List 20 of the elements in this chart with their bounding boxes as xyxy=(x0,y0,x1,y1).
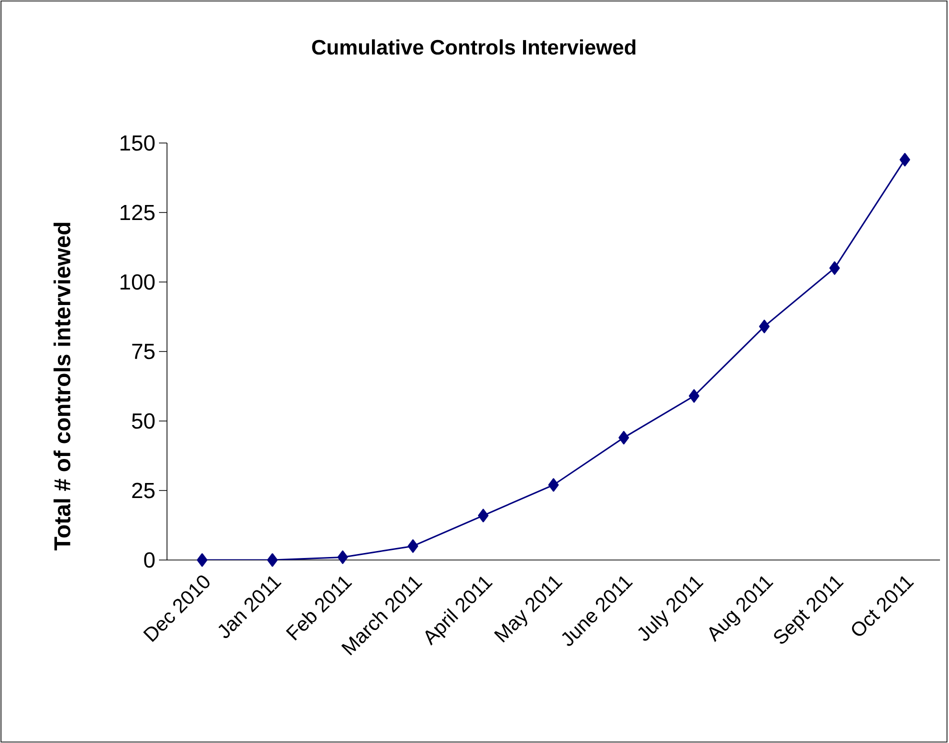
point xyxy=(688,389,700,403)
y-axis-title: Total # of controls interviewed xyxy=(54,222,70,550)
point xyxy=(759,320,770,334)
y-tick-label: 25 xyxy=(132,482,155,498)
point xyxy=(829,261,840,275)
y-tick-label: 150 xyxy=(120,135,155,151)
y-tick-label: 0 xyxy=(144,552,155,568)
point xyxy=(408,539,418,553)
y-tick-label: 100 xyxy=(120,274,155,290)
point xyxy=(478,508,488,522)
point xyxy=(618,430,630,444)
point xyxy=(548,478,559,492)
y-tick-label: 75 xyxy=(132,344,155,360)
y-tick-label: 125 xyxy=(120,204,155,220)
chart-title: Cumulative Controls Interviewed xyxy=(312,39,636,55)
point xyxy=(337,550,348,564)
point xyxy=(196,553,208,567)
y-tick-label: 50 xyxy=(132,413,155,429)
point xyxy=(900,152,910,166)
point xyxy=(267,553,278,567)
